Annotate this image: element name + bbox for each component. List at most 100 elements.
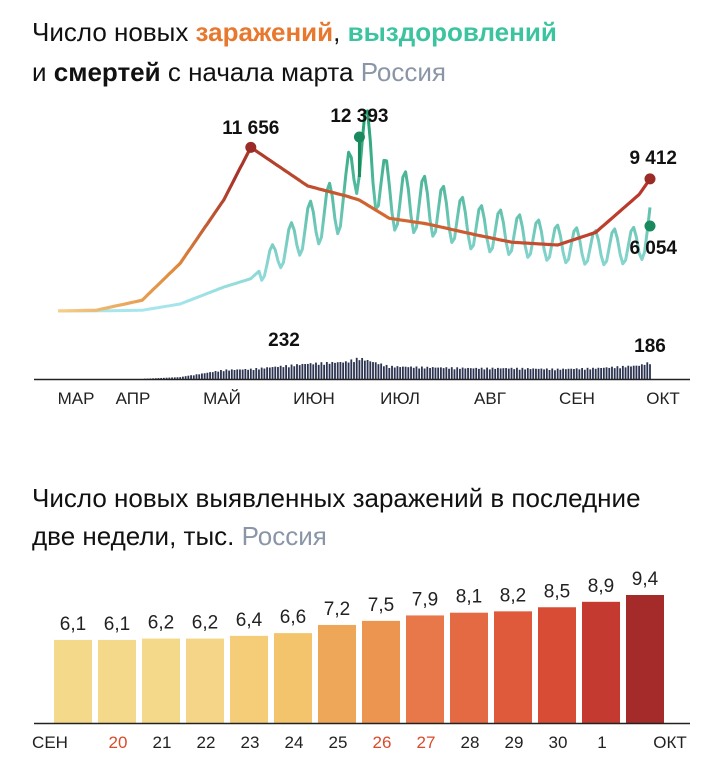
- deaths-bar: [152, 378, 154, 379]
- deaths-bar: [415, 366, 418, 379]
- deaths-bar: [537, 368, 540, 379]
- deaths-bar: [445, 367, 448, 379]
- deaths-bar: [564, 369, 567, 379]
- deaths-bar: [220, 369, 222, 379]
- deaths-bar: [301, 363, 304, 379]
- deaths-bar: [469, 368, 472, 379]
- title-deaths: смертей: [53, 57, 161, 87]
- deaths-bar: [521, 367, 524, 379]
- x-tick-label: МАР: [58, 389, 95, 408]
- deaths-bar: [434, 367, 437, 379]
- deaths-bar: [358, 360, 361, 379]
- deaths-bar: [480, 367, 483, 379]
- deaths-bar: [247, 369, 249, 379]
- bar: [538, 607, 576, 723]
- deaths-bar: [217, 371, 220, 379]
- deaths-bar: [290, 364, 293, 379]
- deaths-bar: [331, 362, 334, 379]
- deaths-bar: [627, 365, 630, 379]
- deaths-bar: [323, 364, 326, 379]
- deaths-bar: [209, 372, 211, 379]
- deaths-bar: [160, 377, 163, 379]
- deaths-bar: [505, 368, 507, 379]
- deaths-bar: [632, 365, 635, 379]
- title-region: Россия: [360, 57, 446, 87]
- deaths-bar: [407, 367, 410, 379]
- deaths-bar: [171, 377, 173, 379]
- deaths-bar: [567, 368, 570, 379]
- deaths-bar: [589, 369, 592, 379]
- x-tick-label: 1: [597, 733, 606, 752]
- deaths-bar: [388, 367, 391, 379]
- deaths-bar: [377, 364, 380, 379]
- deaths-bar: [646, 362, 649, 379]
- deaths-bar: [502, 368, 505, 379]
- deaths-bar: [535, 368, 537, 379]
- deaths-bar: [635, 365, 638, 379]
- deaths-bar: [258, 369, 260, 379]
- deaths-bar: [306, 363, 309, 379]
- deaths-bar: [165, 377, 168, 379]
- deaths-bar: [545, 368, 548, 379]
- deaths-bar: [453, 369, 456, 379]
- deaths-peak-label: 232: [268, 330, 300, 351]
- deaths-bar: [526, 368, 529, 379]
- bar: [362, 620, 400, 723]
- deaths-bar: [464, 368, 467, 379]
- deaths-bar: [491, 367, 494, 379]
- deaths-bar: [448, 368, 450, 379]
- bar-value-label: 7,5: [368, 595, 394, 616]
- deaths-bar: [461, 367, 464, 379]
- x-tick-label: 30: [549, 733, 568, 752]
- deaths-bar: [252, 369, 255, 379]
- deaths-bar: [179, 377, 182, 379]
- deaths-bar: [524, 369, 526, 379]
- deaths-bar: [325, 362, 328, 379]
- deaths-bar: [439, 367, 442, 379]
- deaths-bar: [475, 367, 478, 379]
- deaths-bar: [274, 366, 277, 379]
- deaths-bar: [399, 367, 402, 379]
- deaths-bar: [206, 372, 209, 379]
- deaths-bar: [239, 369, 241, 379]
- deaths-bar: [575, 368, 578, 379]
- deaths-bar: [600, 368, 603, 379]
- deaths-bar: [404, 366, 407, 379]
- deaths-bar: [494, 368, 497, 379]
- deaths-bar: [201, 373, 203, 379]
- deaths-bar: [410, 366, 412, 379]
- deaths-bar: [513, 369, 516, 379]
- deaths-bar: [548, 369, 551, 379]
- deaths-bar: [277, 367, 279, 379]
- deaths-bar: [486, 367, 488, 379]
- chart1-title-line1: Число новых заражений, выздоровлений: [32, 12, 557, 52]
- infections-peak-marker: [245, 141, 257, 153]
- bar: [406, 615, 444, 723]
- deaths-bar: [173, 377, 176, 379]
- deaths-bar: [198, 374, 201, 379]
- x-tick-label: 24: [285, 733, 304, 752]
- x-tick-label: СЕН: [32, 733, 68, 752]
- deaths-bar: [293, 366, 296, 379]
- deaths-bar: [429, 368, 431, 379]
- recoveries-peak-label: 12 393: [330, 106, 388, 127]
- deaths-bar: [510, 367, 513, 379]
- deaths-bar: [556, 368, 559, 379]
- deaths-bar: [304, 364, 307, 379]
- deaths-bar: [594, 368, 597, 379]
- recoveries-last-label: 6 054: [629, 238, 677, 259]
- deaths-bar: [597, 367, 600, 379]
- deaths-bar: [350, 359, 353, 379]
- deaths-bar: [488, 369, 491, 379]
- chart1-title-line2: и смертей с начала марта Россия: [32, 52, 446, 92]
- bar: [626, 595, 664, 723]
- chart2-region: Россия: [241, 521, 327, 551]
- title-text: Число новых: [32, 17, 196, 47]
- x-tick-label: 21: [153, 733, 172, 752]
- deaths-bar: [163, 377, 165, 379]
- deaths-bar: [472, 368, 475, 379]
- deaths-bar: [214, 371, 217, 379]
- deaths-bar: [369, 361, 372, 379]
- deaths-bar: [315, 362, 317, 379]
- deaths-bar: [222, 371, 225, 379]
